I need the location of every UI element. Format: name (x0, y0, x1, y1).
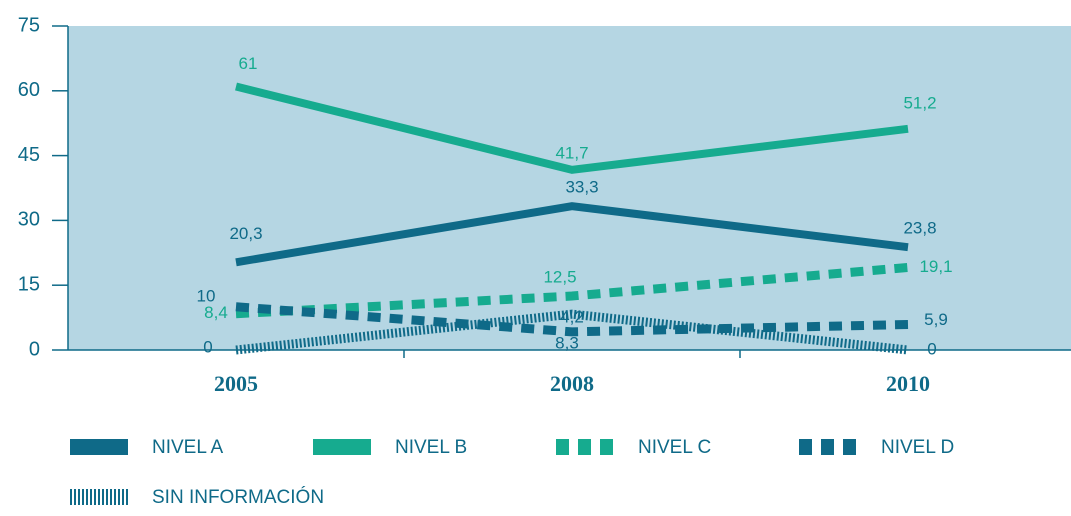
y-tick-label: 45 (18, 144, 40, 166)
value-label: 0 (927, 339, 936, 358)
series-line (235, 82, 909, 174)
x-tick-label: 2010 (886, 371, 930, 396)
value-label: 33,3 (565, 178, 598, 197)
value-label: 23,8 (903, 219, 936, 238)
legend-label: NIVEL A (152, 437, 223, 458)
series-line (235, 302, 909, 337)
y-tick-label: 75 (18, 14, 40, 36)
legend-label: NIVEL D (881, 437, 954, 458)
y-tick-label: 60 (18, 79, 40, 101)
value-label: 8,4 (204, 303, 228, 322)
value-label: 19,1 (919, 257, 952, 276)
value-label: 20,3 (229, 224, 262, 243)
value-label: 5,9 (924, 310, 948, 329)
legend-label: NIVEL B (395, 437, 467, 458)
value-label: 8,3 (555, 334, 579, 353)
y-tick-label: 0 (29, 338, 40, 360)
x-tick-label: 2005 (214, 371, 258, 396)
series-line (235, 202, 909, 267)
value-label: 10 (197, 286, 216, 305)
series-line (235, 263, 909, 319)
legend-label: SIN INFORMACIÓN (152, 486, 324, 508)
value-label: 12,5 (543, 267, 576, 286)
legend-label: NIVEL C (638, 437, 711, 458)
value-label: 61 (239, 54, 258, 73)
y-tick-label: 30 (18, 209, 40, 231)
x-tick-label: 2008 (550, 371, 594, 396)
value-label: 0 (203, 337, 212, 356)
series-line (235, 309, 909, 355)
value-label: 41,7 (555, 143, 588, 162)
y-tick-label: 15 (18, 273, 40, 295)
value-label: 51,2 (903, 93, 936, 112)
